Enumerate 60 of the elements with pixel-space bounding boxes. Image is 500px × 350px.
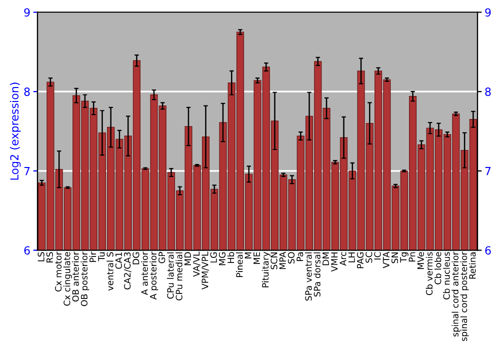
x-tick-label: MVe — [417, 252, 424, 270]
x-tick-label: M — [244, 252, 252, 258]
x-tick-label: RS — [46, 252, 53, 262]
x-tick-label: Pineal — [236, 252, 243, 278]
x-tick-label: SC — [366, 252, 372, 263]
y-tick-label: 8 — [24, 88, 30, 96]
x-tick-label: MPA — [279, 252, 286, 270]
x-tick-label: A posterior — [150, 252, 158, 300]
y-tick-label: 9 — [24, 8, 30, 17]
x-tick-label: Cb nucleus — [443, 252, 450, 300]
x-tick-label: Pituitary — [262, 252, 270, 288]
x-tick-label: ventral S — [106, 252, 114, 291]
x-tick-label: SN — [391, 252, 398, 264]
x-tick-label: DG — [132, 252, 140, 264]
x-tick-label: ME — [254, 252, 260, 264]
x-tick-label: CA2/CA3 — [124, 252, 132, 290]
x-tick-label: VTA — [382, 252, 390, 268]
y-tick-label: 6 — [24, 246, 30, 255]
x-tick-label: OB anterior — [72, 252, 79, 302]
x-tick-label: VA/VL — [193, 252, 200, 277]
y2-tick-label: 8 — [485, 88, 491, 96]
x-tick-label: CPu medial — [176, 252, 182, 300]
x-tick-label: CPu lateral — [166, 252, 174, 299]
x-tick-label: LH — [348, 252, 355, 262]
x-tick-label: CA1 — [115, 252, 122, 269]
y-tick-label: 7 — [24, 167, 30, 176]
x-tick-label: Cb vermis — [426, 252, 433, 296]
x-tick-label: spinal cord anterior — [452, 252, 460, 336]
x-tick-label: spinal cord posterior — [460, 252, 469, 342]
x-tick-label: Tg — [400, 252, 408, 263]
x-tick-label: Cx cingulate — [63, 252, 72, 306]
x-tick-label: Retina — [468, 252, 476, 279]
x-tick-label: MG — [218, 252, 226, 266]
x-tick-label: IC — [374, 252, 381, 260]
y-axis-title: Log2 (expression) — [10, 82, 21, 180]
x-tick-label: Tu — [98, 252, 105, 262]
x-tick-label: SO — [288, 252, 295, 264]
x-tick-label: GP — [158, 252, 166, 264]
y2-tick-label: 7 — [485, 167, 491, 176]
x-tick-label: Pa — [296, 252, 304, 262]
x-tick-label: SPa dorsal — [314, 252, 320, 296]
x-tick-label: LS — [38, 252, 44, 262]
x-tick-label: Pir — [89, 252, 96, 262]
x-tick-label: MD — [184, 252, 191, 266]
x-tick-label: A anterior — [141, 252, 148, 296]
x-tick-label: Arc — [340, 252, 346, 266]
x-tick-label: Hb — [227, 252, 234, 263]
y2-tick-label: 6 — [485, 246, 491, 255]
x-tick-label: Pn — [408, 252, 416, 262]
x-tick-label: Cb lobe — [434, 252, 442, 284]
x-tick-label: VMH — [331, 252, 338, 272]
x-tick-label: Cx motor — [54, 252, 62, 292]
y2-tick-label: 9 — [485, 8, 491, 17]
x-tick-label: VPM/VPL — [202, 252, 209, 290]
x-tick-label: OB posterior — [80, 252, 90, 306]
x-tick-label: DM — [322, 252, 329, 266]
x-tick-label: PAG — [356, 252, 364, 268]
x-tick-label: SPa ventral — [305, 252, 312, 301]
x-tick-label: SCN — [270, 252, 278, 270]
x-tick-label: LG — [210, 252, 217, 262]
